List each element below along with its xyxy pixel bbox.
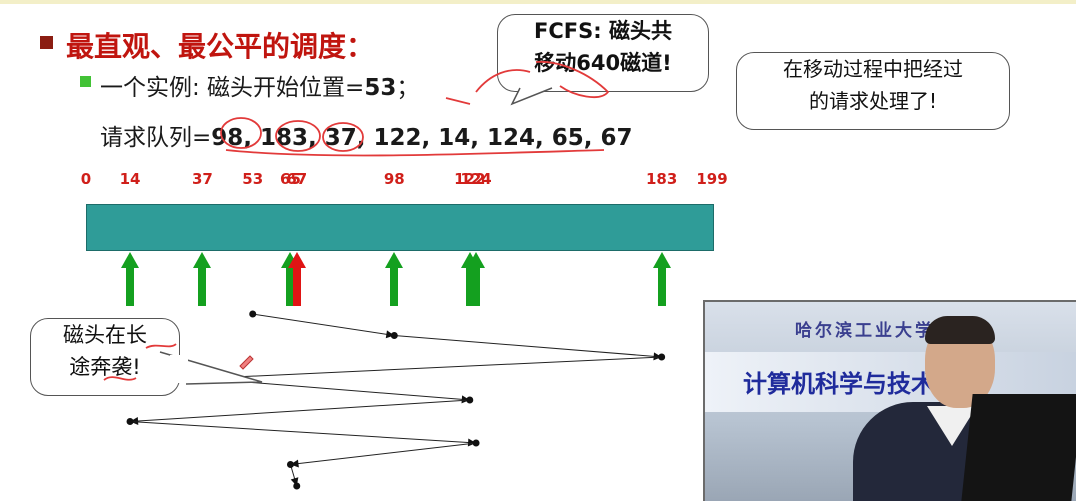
disk-track-bar <box>86 204 714 251</box>
head-move-segment <box>290 442 477 465</box>
head-move-arrowhead <box>290 459 299 468</box>
top-border <box>0 0 1076 4</box>
head-position-183 <box>658 353 666 361</box>
seek-callout-tail-mask <box>170 355 188 383</box>
head-move-segment <box>394 335 662 358</box>
head-position-65 <box>286 461 294 468</box>
fcfs-callout: FCFS: 磁头共 移动640磁道! <box>497 14 709 92</box>
pen-cursor-icon <box>239 355 254 370</box>
bullet-square-icon <box>40 36 53 49</box>
head-move-segment <box>252 313 395 336</box>
tick-label-14: 14 <box>119 170 141 188</box>
request-arrow-98 <box>385 252 404 306</box>
head-move-arrowhead <box>467 438 477 447</box>
tick-label-0: 0 <box>80 170 92 188</box>
head-position-122 <box>466 396 474 404</box>
process-callout-line2: 的请求处理了! <box>808 89 938 113</box>
request-arrow-67 <box>287 252 306 306</box>
seek-callout-line1: 磁头在长 <box>63 323 147 347</box>
tick-label-122: 122 <box>454 170 486 188</box>
tick-label-124: 124 <box>460 170 492 188</box>
computer-monitor <box>961 394 1076 501</box>
tick-label-53: 53 <box>242 170 264 188</box>
tick-label-199: 199 <box>696 170 728 188</box>
tick-label-37: 37 <box>191 170 213 188</box>
seek-callout-line2: 途奔袭! <box>69 355 141 379</box>
example-start-value: 53 <box>364 75 397 101</box>
head-position-14 <box>126 418 134 425</box>
example-prefix: 一个实例: 磁头开始位置= <box>100 75 365 101</box>
fcfs-callout-line1: FCFS: 磁头共 <box>534 19 672 43</box>
request-arrow-14 <box>121 252 140 306</box>
tick-label-98: 98 <box>383 170 405 188</box>
request-arrow-37 <box>193 252 212 306</box>
process-callout-line1: 在移动过程中把经过 <box>783 57 963 81</box>
handwritten-annotations <box>103 60 610 381</box>
head-move-segment <box>130 399 470 422</box>
process-callout: 在移动过程中把经过 的请求处理了! <box>736 52 1010 130</box>
tick-label-183: 183 <box>646 170 678 188</box>
head-move-arrowhead <box>653 352 662 361</box>
head-position-53 <box>249 310 257 318</box>
lecturer-video: 哈尔滨工业大学 计算机科学与技术学院 <box>703 300 1076 501</box>
slide-heading: 最直观、最公平的调度： <box>66 30 375 63</box>
fcfs-callout-tail <box>510 87 553 106</box>
seek-callout: 磁头在长 途奔袭! <box>30 318 180 396</box>
head-position-98 <box>390 332 398 339</box>
head-move-arrowhead <box>385 330 395 339</box>
tick-label-65: 65 <box>280 170 301 188</box>
head-move-arrowhead <box>461 395 470 404</box>
lecturer-hair <box>925 316 995 344</box>
head-position-67 <box>293 482 301 490</box>
example-line: 一个实例: 磁头开始位置=53； <box>100 68 419 102</box>
school-name: 哈尔滨工业大学 <box>795 321 935 341</box>
request-arrow-124 <box>467 252 486 306</box>
head-move-segment <box>202 356 662 379</box>
head-move-arrowhead <box>130 417 139 425</box>
sub-bullet-square-icon <box>80 76 91 87</box>
head-move-segment <box>130 421 477 444</box>
head-movement-path <box>126 310 666 490</box>
request-arrow-183 <box>652 252 671 306</box>
head-position-124 <box>472 439 480 447</box>
queue-prefix: 请求队列= <box>100 125 212 151</box>
tick-label-67: 67 <box>286 170 308 188</box>
example-suffix: ； <box>396 75 420 101</box>
